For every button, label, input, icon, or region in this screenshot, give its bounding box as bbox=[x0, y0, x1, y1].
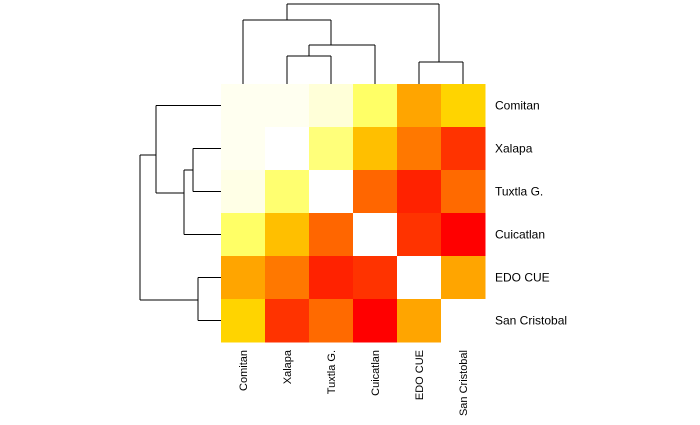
row-label: San Cristobal bbox=[495, 314, 567, 328]
row-label: Cuicatlan bbox=[495, 228, 545, 242]
heatmap-cell-r4-c5 bbox=[441, 256, 486, 300]
column-label: Comitan bbox=[238, 350, 250, 391]
heatmap-cell-r1-c3 bbox=[353, 127, 398, 171]
heatmap-cell-r1-c0 bbox=[221, 127, 266, 171]
heatmap-cell-r5-c0 bbox=[221, 299, 266, 343]
heatmap-cell-r3-c0 bbox=[221, 213, 266, 257]
heatmap-cell-r3-c2 bbox=[309, 213, 354, 257]
heatmap-cell-r3-c4 bbox=[397, 213, 442, 257]
column-labels: Comitan Xalapa Tuxtla G. Cuicatlan EDO CUE Sa… bbox=[238, 349, 470, 416]
heatmap-cell-r0-c2 bbox=[309, 84, 354, 128]
column-label: Cuicatlan bbox=[370, 350, 382, 396]
heatmap-cell-r5-c4 bbox=[397, 299, 442, 343]
heatmap-cell-r3-c3 bbox=[353, 213, 398, 257]
heatmap-cells bbox=[221, 84, 486, 343]
heatmap-cell-r0-c5 bbox=[441, 84, 486, 128]
heatmap-cell-r4-c3 bbox=[353, 256, 398, 300]
row-label: EDO CUE bbox=[495, 271, 550, 285]
heatmap-cell-r1-c2 bbox=[309, 127, 354, 171]
row-label: Xalapa bbox=[495, 142, 533, 156]
heatmap-cell-r4-c4 bbox=[397, 256, 442, 300]
column-label: San Cristobal bbox=[458, 350, 470, 416]
heatmap-cell-r4-c1 bbox=[265, 256, 310, 300]
heatmap-cell-r0-c0 bbox=[221, 84, 266, 128]
heatmap-cell-r5-c1 bbox=[265, 299, 310, 343]
row-dendrogram bbox=[139, 105, 221, 321]
heatmap-cell-r1-c4 bbox=[397, 127, 442, 171]
column-label: Tuxtla G. bbox=[326, 350, 338, 394]
heatmap-cell-r2-c4 bbox=[397, 170, 442, 214]
heatmap-cell-r3-c1 bbox=[265, 213, 310, 257]
row-labels: Comitan Xalapa Tuxtla G. Cuicatlan EDO CUE Sa… bbox=[495, 99, 567, 328]
heatmap-cell-r4-c0 bbox=[221, 256, 266, 300]
heatmap-cell-r3-c5 bbox=[441, 213, 486, 257]
heatmap-cell-r2-c0 bbox=[221, 170, 266, 214]
heatmap-cell-r5-c2 bbox=[309, 299, 354, 343]
heatmap-cell-r1-c1 bbox=[265, 127, 310, 171]
heatmap-cell-r5-c5 bbox=[441, 299, 486, 343]
row-label: Comitan bbox=[495, 99, 540, 113]
heatmap-cell-r4-c2 bbox=[309, 256, 354, 300]
heatmap-cell-r2-c2 bbox=[309, 170, 354, 214]
heatmap-cell-r0-c3 bbox=[353, 84, 398, 128]
heatmap-cell-r1-c5 bbox=[441, 127, 486, 171]
row-label: Tuxtla G. bbox=[495, 185, 543, 199]
column-label: EDO CUE bbox=[414, 350, 426, 400]
heatmap-cell-r2-c1 bbox=[265, 170, 310, 214]
column-label: Xalapa bbox=[282, 349, 294, 384]
column-dendrogram bbox=[242, 3, 464, 84]
heatmap-cell-r2-c3 bbox=[353, 170, 398, 214]
heatmap-cell-r0-c1 bbox=[265, 84, 310, 128]
heatmap-cell-r0-c4 bbox=[397, 84, 442, 128]
heatmap-cell-r2-c5 bbox=[441, 170, 486, 214]
heatmap-cell-r5-c3 bbox=[353, 299, 398, 343]
